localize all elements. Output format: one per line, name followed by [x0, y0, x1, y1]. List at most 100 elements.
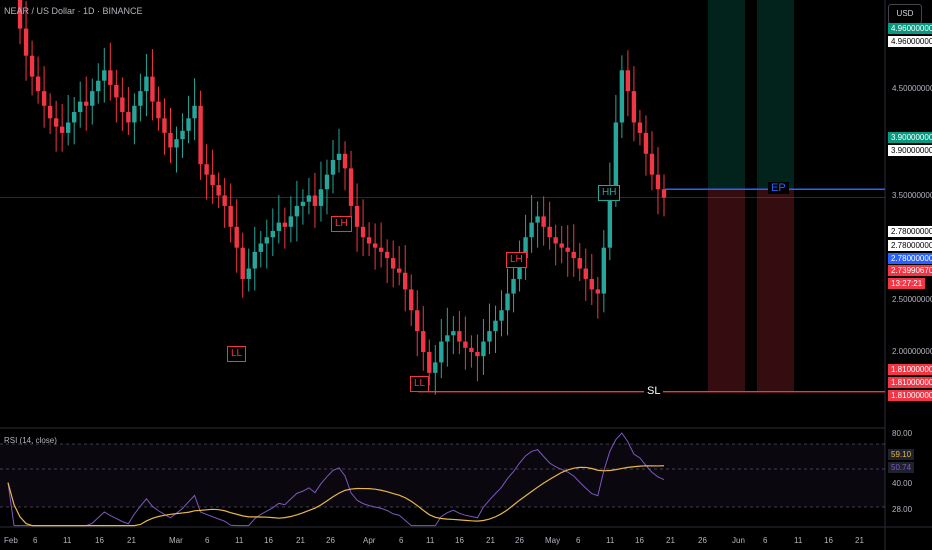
candle-body: [29, 55, 35, 77]
candle-body: [156, 101, 161, 119]
candle-body: [234, 226, 239, 248]
candle-body: [120, 97, 125, 113]
time-tick: 6: [576, 536, 581, 545]
time-tick: 16: [264, 536, 273, 545]
time-tick: Mar: [169, 536, 183, 545]
candle-body: [72, 112, 77, 123]
candle-body: [78, 101, 83, 113]
time-tick: 6: [33, 536, 38, 545]
candle-body: [228, 205, 233, 227]
currency-button[interactable]: USD: [888, 4, 922, 24]
time-tick: Apr: [363, 536, 376, 545]
time-tick: 26: [515, 536, 524, 545]
candle-body: [312, 195, 318, 206]
candle-body: [475, 352, 480, 357]
candle-body: [583, 268, 588, 279]
price-tag: 1.81000000: [888, 377, 932, 388]
candle-body: [565, 247, 570, 252]
candle-body: [553, 237, 558, 244]
time-tick: 21: [855, 536, 864, 545]
price-tag: 2.73990670: [888, 265, 932, 276]
candle-body: [517, 258, 522, 279]
candle-body: [150, 76, 155, 102]
candle-body: [342, 153, 348, 169]
price-tag: 3.90000000: [888, 145, 932, 156]
candle-body: [47, 105, 53, 119]
ll-label-2: LL: [410, 376, 430, 392]
candle-body: [300, 201, 306, 206]
candle-body: [613, 122, 619, 186]
time-tick: 11: [794, 536, 803, 545]
candle-body: [493, 320, 498, 332]
candle-body: [571, 251, 576, 259]
rsi-band: [0, 444, 885, 507]
candle-body: [246, 268, 251, 279]
candle-body: [198, 105, 203, 165]
candle-body: [421, 331, 426, 352]
lh-label-1: LH: [331, 216, 352, 232]
time-tick: 11: [235, 536, 244, 545]
candle-body: [625, 70, 631, 92]
price-tick: 3.50000000: [892, 191, 932, 200]
sl-risk-zone-1: [708, 189, 745, 392]
time-tick: 16: [95, 536, 104, 545]
lh-label-2: LH: [506, 252, 527, 268]
candle-body: [35, 76, 41, 92]
candle-body: [589, 278, 594, 290]
candle-body: [535, 216, 540, 223]
symbol-title: NEAR / US Dollar · 1D · BINANCE: [4, 6, 143, 16]
candle-body: [240, 247, 245, 279]
time-tick: 16: [824, 536, 833, 545]
price-tag: 4.96000000: [888, 36, 932, 47]
candle-body: [192, 105, 197, 119]
candle-body: [90, 91, 95, 106]
candle-body: [252, 251, 257, 269]
price-tag: 3.90000000: [888, 132, 932, 143]
rsi-value-tag: 50.74: [888, 462, 915, 473]
candle-body: [180, 130, 185, 140]
candle-body: [469, 347, 474, 352]
candle-body: [288, 216, 294, 227]
candle-body: [390, 258, 396, 269]
candle-body: [65, 122, 71, 133]
rsi-ma-line: [7, 465, 665, 527]
rsi-tick: 80.00: [892, 429, 913, 438]
candle-body: [132, 105, 137, 123]
candle-body: [210, 174, 215, 186]
candle-body: [282, 222, 288, 227]
time-tick: Jun: [732, 536, 745, 545]
price-tag: 1.81000000: [888, 364, 932, 375]
time-tick: 6: [205, 536, 210, 545]
price-tag: 4.96000000: [888, 23, 932, 34]
candle-body: [378, 247, 384, 252]
candle-body: [427, 352, 432, 373]
ll-label-1: LL: [227, 346, 247, 362]
candle-body: [409, 289, 414, 311]
candle-body: [294, 205, 300, 217]
candle-body: [23, 28, 29, 56]
candle-body: [661, 189, 667, 198]
candle-body: [186, 118, 191, 131]
candle-body: [655, 174, 661, 190]
candle-body: [523, 237, 528, 259]
time-tick: Feb: [4, 536, 18, 545]
candle-body: [415, 310, 420, 332]
candle-body: [643, 132, 649, 154]
candle-body: [108, 70, 113, 85]
time-tick: 21: [486, 536, 495, 545]
rsi-tick: 28.00: [892, 505, 913, 514]
candle-body: [360, 226, 366, 238]
candle-body: [445, 335, 450, 342]
candle-body: [499, 310, 504, 321]
hh-label: HH: [598, 185, 621, 201]
candle-body: [144, 76, 149, 92]
candle-body: [222, 195, 227, 206]
candle-body: [384, 251, 390, 259]
time-tick: 21: [666, 536, 675, 545]
candle-body: [403, 272, 408, 290]
price-tag: 2.78000000: [888, 226, 932, 237]
rsi-title: RSI (14, close): [4, 436, 57, 445]
rsi-tick: 40.00: [892, 479, 913, 488]
candle-body: [96, 80, 101, 92]
